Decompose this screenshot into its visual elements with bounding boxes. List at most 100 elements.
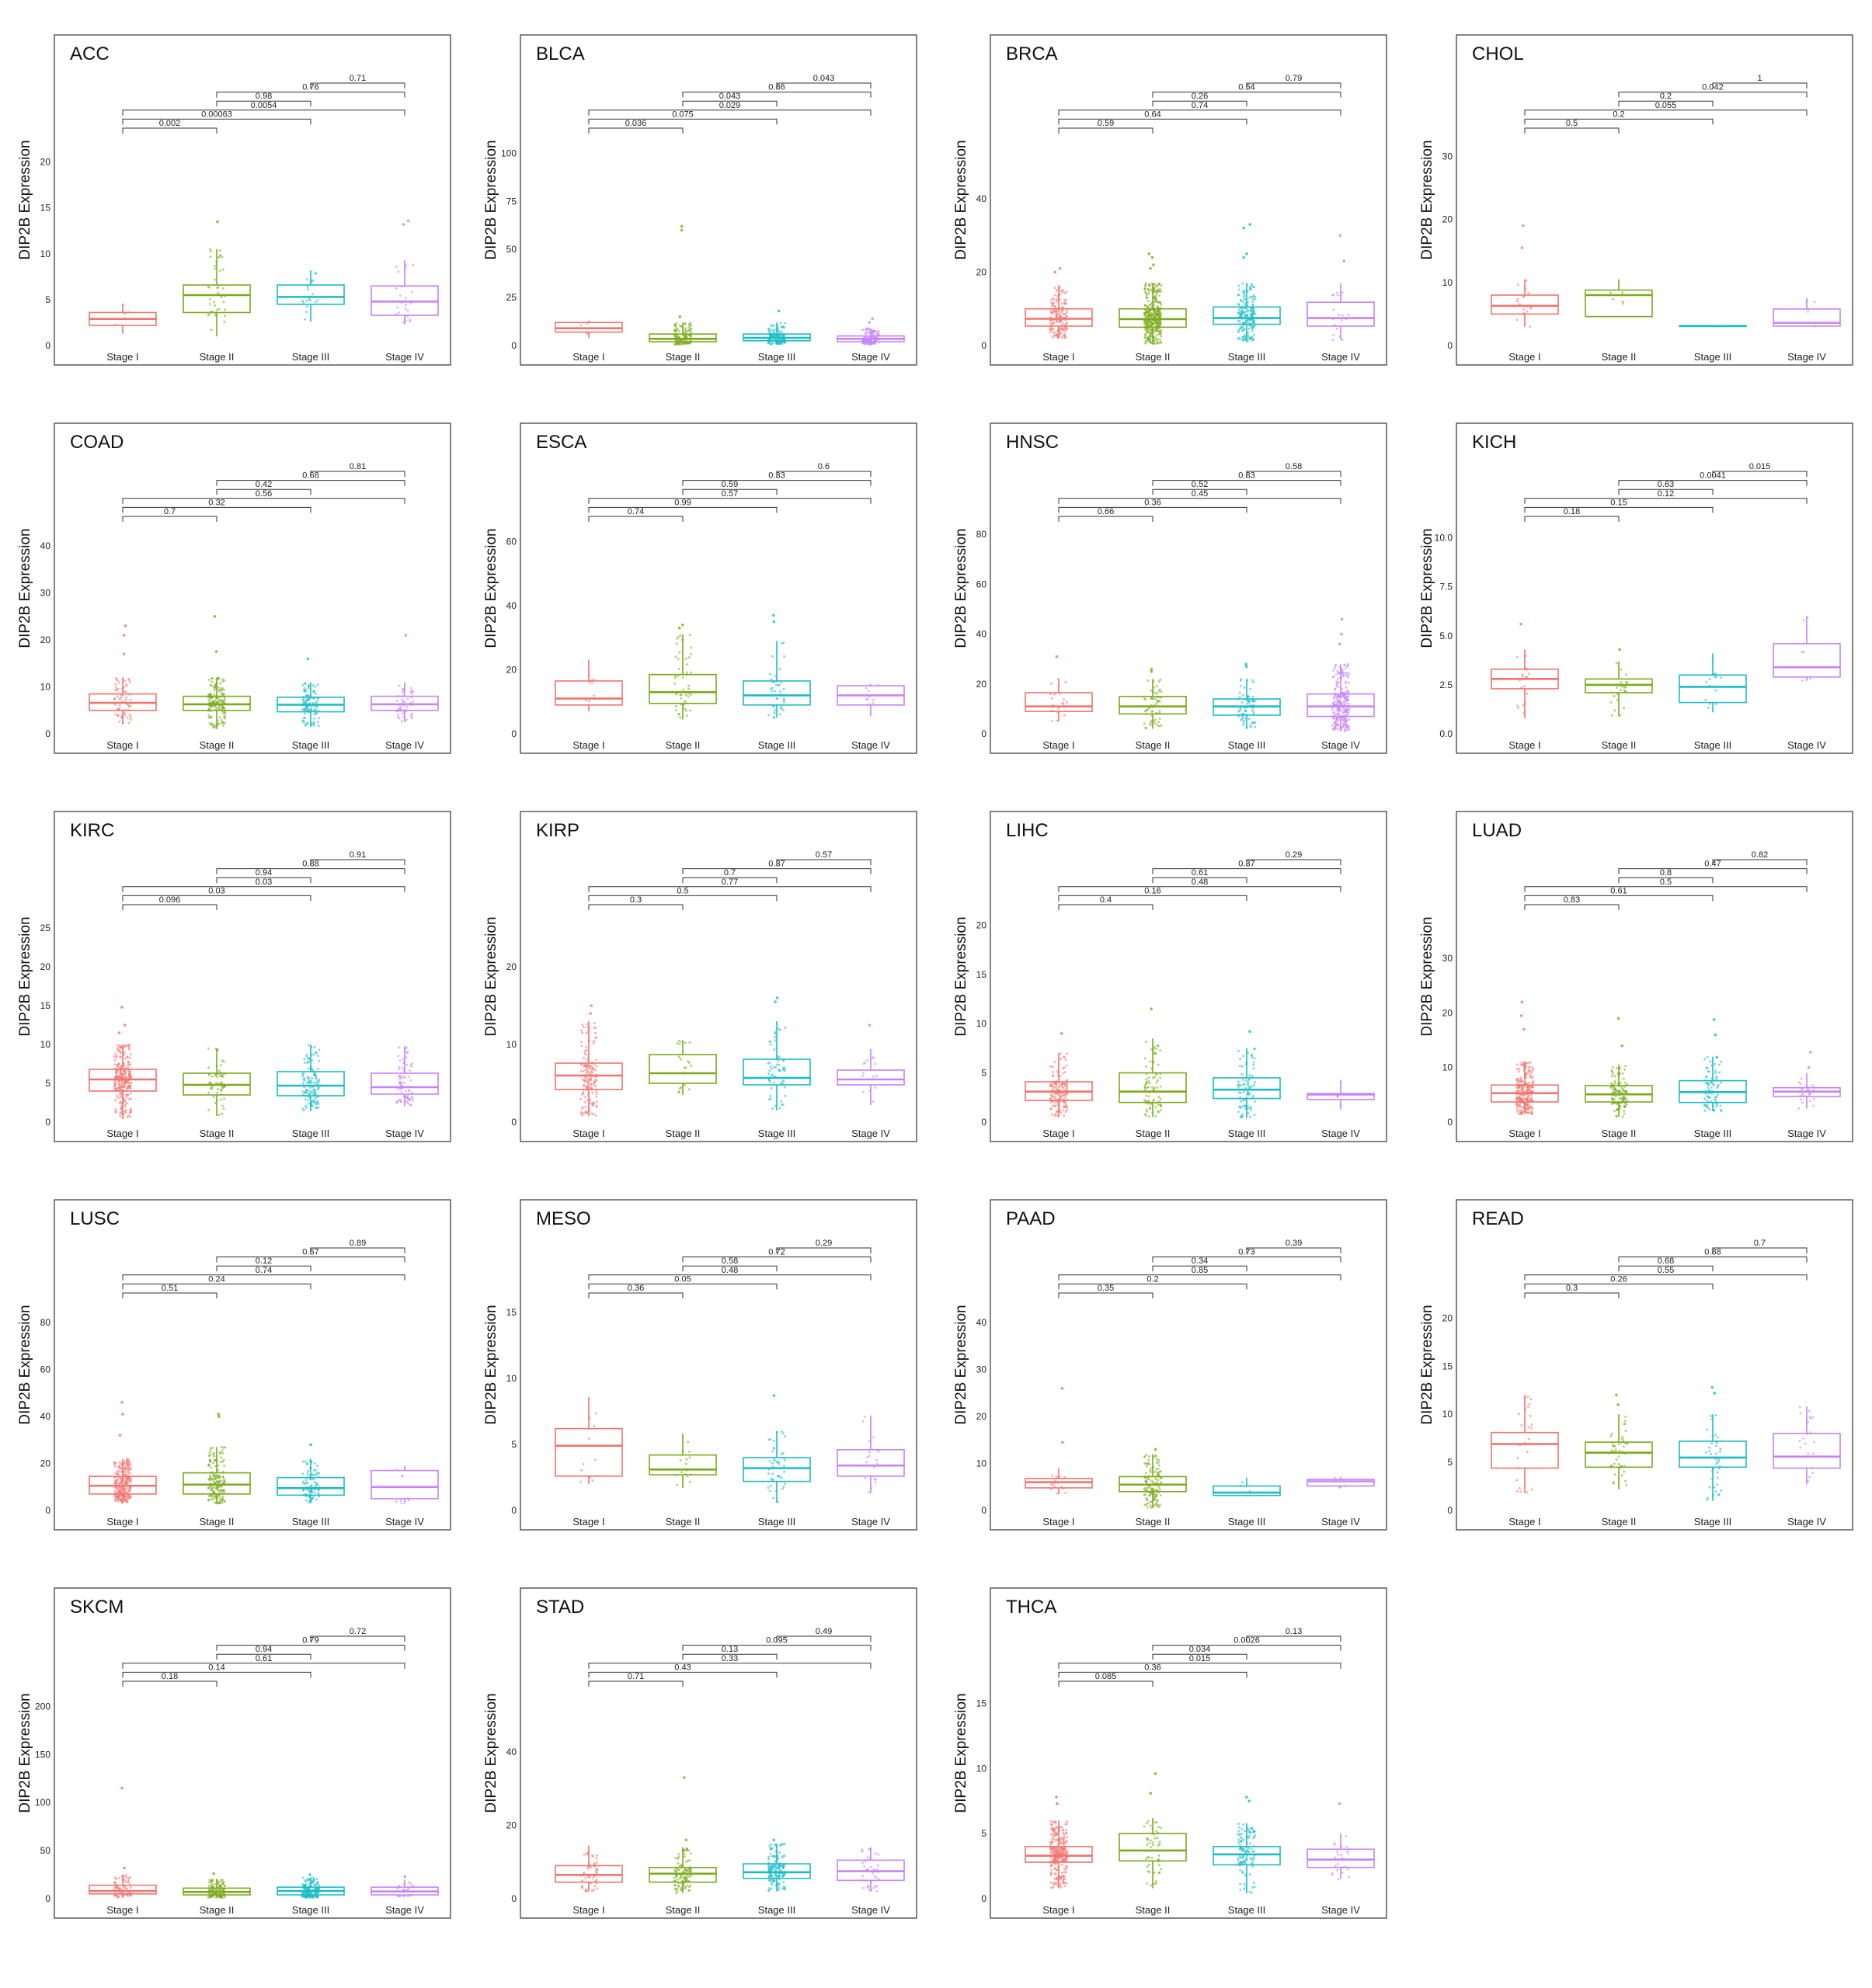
data-point	[1248, 321, 1251, 325]
data-point	[1153, 301, 1156, 304]
data-point	[1529, 325, 1532, 328]
data-point	[1613, 709, 1616, 712]
data-point	[679, 634, 682, 637]
data-point	[222, 725, 225, 728]
data-point	[213, 301, 216, 304]
data-point	[781, 642, 784, 645]
outlier-point	[1808, 1051, 1812, 1054]
data-point	[222, 301, 225, 304]
data-point	[1249, 1093, 1252, 1096]
data-point	[1052, 1075, 1055, 1078]
data-point	[1520, 1079, 1523, 1082]
data-point	[781, 709, 785, 712]
data-point	[1239, 1091, 1242, 1094]
data-point	[207, 714, 211, 717]
box-stage-iv	[1307, 234, 1375, 342]
data-point	[115, 688, 118, 691]
data-point	[302, 690, 305, 693]
data-point	[130, 1107, 133, 1110]
data-point	[1707, 1088, 1710, 1091]
data-point	[124, 1111, 127, 1114]
data-point	[782, 700, 785, 704]
data-point	[220, 1445, 223, 1448]
data-point	[1613, 1110, 1616, 1113]
data-point	[318, 1059, 321, 1062]
data-point	[774, 683, 778, 686]
data-point	[306, 1472, 309, 1475]
box-stage-ii	[183, 220, 251, 337]
data-point	[1809, 677, 1812, 680]
data-point	[1527, 1094, 1530, 1097]
data-point	[130, 1466, 133, 1469]
data-point	[301, 683, 304, 686]
data-point	[1518, 1090, 1521, 1093]
data-point	[1251, 320, 1254, 323]
data-point	[1251, 1056, 1254, 1059]
data-point	[1058, 320, 1061, 323]
data-point	[1334, 673, 1338, 676]
data-point	[1159, 301, 1162, 304]
data-point	[1063, 291, 1066, 294]
data-point	[401, 720, 404, 723]
p-value-label: 0.94	[256, 868, 272, 878]
comparison-bracket	[216, 877, 311, 884]
data-point	[399, 1499, 402, 1502]
data-point	[308, 1093, 311, 1096]
data-point	[1616, 1089, 1619, 1092]
data-point	[1052, 304, 1055, 307]
data-point	[212, 1455, 215, 1458]
data-point	[580, 1093, 583, 1096]
box-stage-iii	[1679, 653, 1747, 713]
data-point	[1056, 719, 1059, 722]
data-point	[127, 704, 130, 707]
data-point	[221, 686, 224, 690]
data-point	[1515, 655, 1519, 659]
data-point	[1064, 1058, 1067, 1062]
data-point	[1525, 1064, 1528, 1067]
data-point	[593, 1026, 596, 1029]
data-point	[306, 285, 309, 288]
data-point	[398, 684, 401, 687]
data-point	[218, 716, 221, 719]
data-point	[677, 1039, 680, 1042]
outlier-point	[680, 228, 684, 232]
y-tick-label: 15	[976, 969, 987, 980]
data-point	[404, 1090, 407, 1093]
data-point	[773, 1439, 776, 1442]
outlier-point	[1620, 1044, 1623, 1048]
data-point	[872, 1436, 875, 1439]
box-stage-iii	[277, 657, 345, 728]
data-point	[1050, 311, 1053, 315]
data-point	[219, 1098, 222, 1101]
data-point	[408, 1069, 411, 1072]
outlier-point	[1248, 1030, 1251, 1034]
data-point	[129, 1472, 132, 1475]
data-point	[689, 335, 692, 339]
outlier-point	[1521, 224, 1525, 228]
p-value-label: 0.45	[1192, 489, 1208, 499]
box-stage-ii	[649, 1039, 717, 1095]
data-point	[1057, 1082, 1060, 1085]
data-point	[126, 1495, 129, 1498]
data-point	[219, 682, 222, 685]
data-point	[308, 1090, 311, 1093]
data-point	[114, 1071, 117, 1074]
data-point	[1239, 1058, 1242, 1061]
p-value-label: 0.029	[719, 101, 741, 110]
data-point	[1242, 1090, 1245, 1093]
data-point	[209, 297, 212, 301]
data-point	[1053, 304, 1056, 308]
iqr-box	[837, 1449, 905, 1477]
data-point	[1332, 308, 1335, 311]
p-value-label: 0.82	[1752, 850, 1768, 860]
comparison-bracket	[682, 488, 778, 495]
data-point	[771, 1496, 774, 1500]
data-point	[113, 1486, 117, 1489]
data-point	[1143, 1086, 1147, 1089]
data-point	[1237, 331, 1240, 334]
data-point	[210, 684, 213, 687]
data-point	[1250, 336, 1253, 339]
data-point	[1062, 1106, 1065, 1109]
